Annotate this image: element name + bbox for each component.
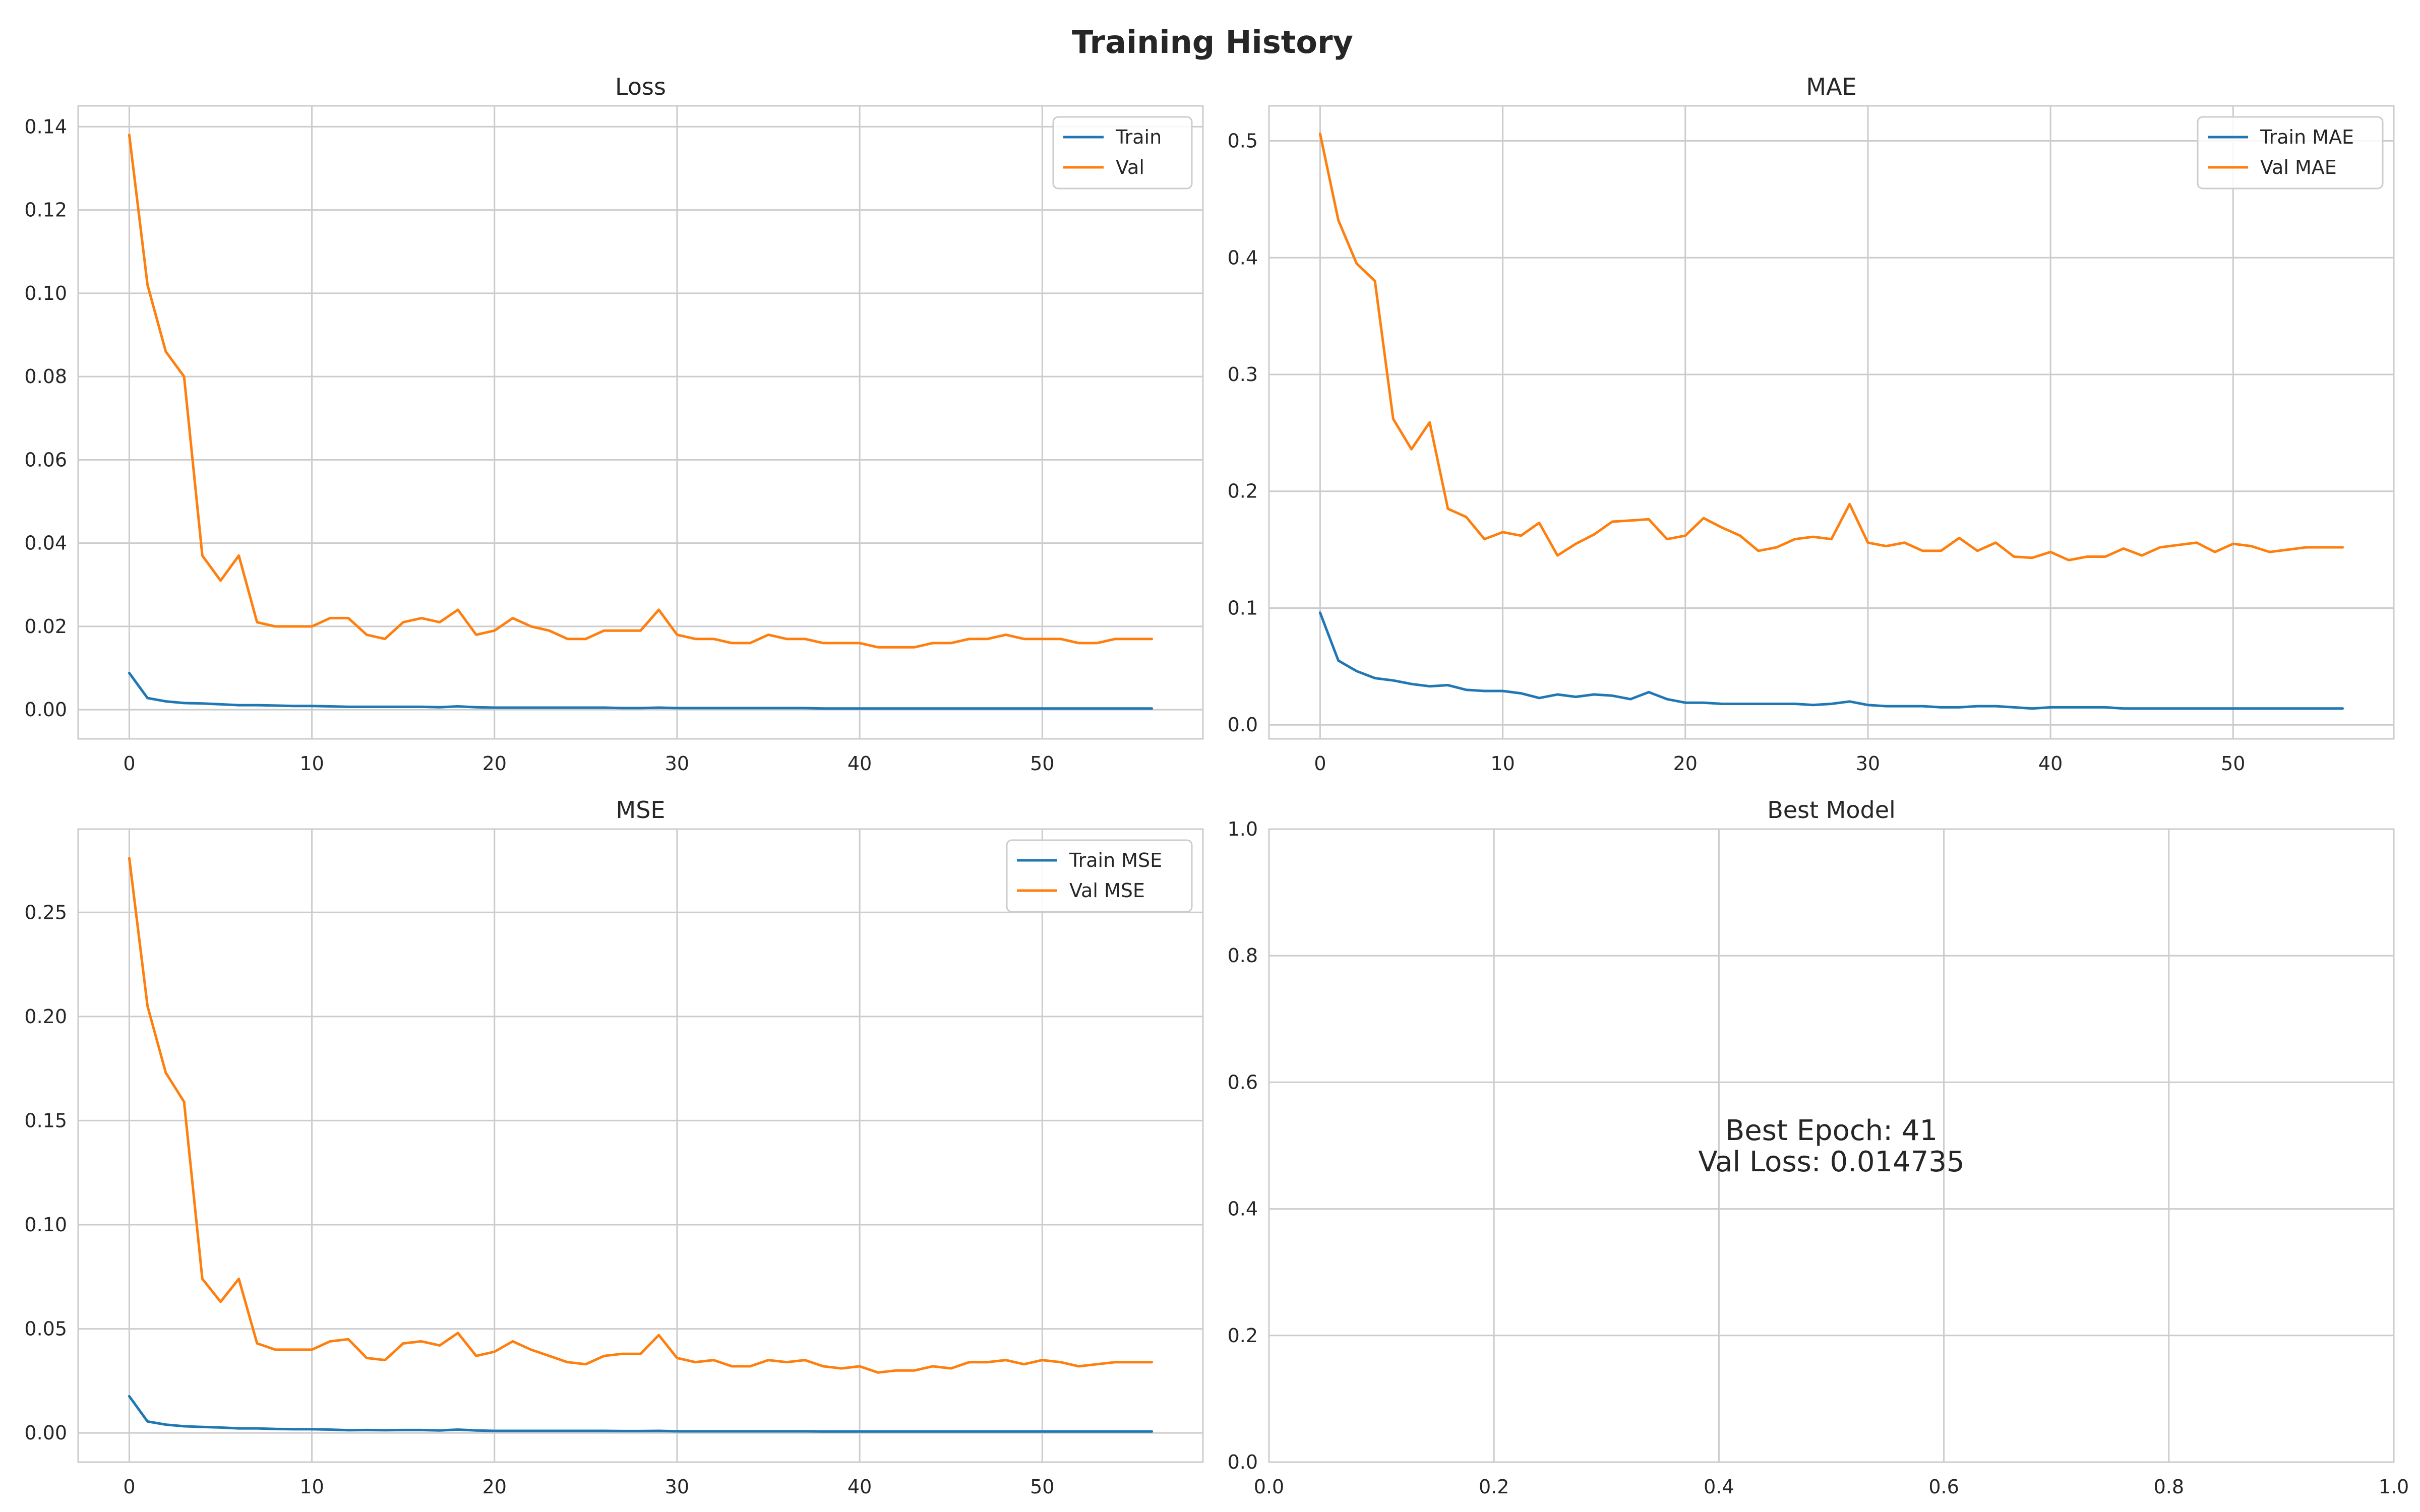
best-model-y-tick-label: 0.0: [1228, 1451, 1258, 1473]
mae-y-tick-label: 0.4: [1228, 246, 1258, 269]
loss-series-val-line: [128, 134, 1154, 649]
mae-x-tick-label: 30: [1856, 752, 1880, 775]
mse-x-tick-label: 10: [299, 1476, 324, 1498]
best-model-x-tick-label: 0.6: [1928, 1476, 1959, 1498]
mae-x-tick-label: 10: [1490, 752, 1515, 775]
loss-y-tick-label: 0.00: [24, 699, 67, 721]
mse-x-tick-label: 0: [123, 1476, 135, 1498]
best-model-axes-frame: [1268, 828, 2395, 1463]
mae-legend-label: Val MAE: [2260, 156, 2337, 178]
loss-y-tick-label: 0.10: [24, 282, 67, 304]
mse-legend: Train MSE Val MSE: [1006, 839, 1193, 913]
loss-y-tick-label: 0.04: [24, 532, 67, 554]
loss-y-tick-label: 0.02: [24, 615, 67, 638]
loss-x-tick-label: 20: [482, 752, 507, 775]
loss-y-tick-label: 0.06: [24, 449, 67, 471]
loss-legend-label: Train: [1115, 126, 1162, 148]
mse-y-tick-label: 0.20: [24, 1005, 67, 1028]
loss-axes-frame: [77, 105, 1204, 740]
mse-y-tick-label: 0.00: [24, 1422, 67, 1444]
mse-x-tick-label: 20: [482, 1476, 507, 1498]
mae-x-tick-label: 0: [1314, 752, 1326, 775]
best-model-x-tick-label: 0.8: [2154, 1476, 2184, 1498]
mae-x-tick-label: 20: [1673, 752, 1698, 775]
mae-plot-area: [1269, 106, 2394, 739]
mae-y-tick-label: 0.5: [1228, 130, 1258, 152]
best-model-y-tick-label: 0.8: [1228, 944, 1258, 967]
mae-legend-label: Train MAE: [2260, 126, 2354, 148]
loss-legend: Train Val: [1052, 116, 1193, 190]
mae-y-tick-label: 0.3: [1228, 363, 1258, 386]
loss-x-tick-label: 50: [1030, 752, 1054, 775]
loss-legend-frame: [1052, 116, 1193, 190]
mae-panel-title: MAE: [1806, 73, 1856, 100]
mae-y-tick-label: 0.1: [1228, 597, 1258, 619]
mae-y-tick-label: 0.2: [1228, 480, 1258, 502]
loss-x-tick-label: 40: [848, 752, 872, 775]
loss-y-tick-label: 0.12: [24, 199, 67, 221]
mse-y-tick-label: 0.05: [24, 1318, 67, 1340]
loss-y-tick-label: 0.14: [24, 115, 67, 138]
mae-y-tick-label: 0.0: [1228, 714, 1258, 736]
mae-series-train-line: [1318, 611, 2344, 710]
mae-legend: Train MAE Val MAE: [2197, 116, 2384, 190]
mse-panel: 0 10 20 30 40 50 0.00 0.05 0.10 0.15 0.20 0.25 Train…: [24, 796, 1204, 1498]
mse-y-tick-label: 0.15: [24, 1109, 67, 1131]
mae-axes-frame: [1268, 105, 2395, 740]
mse-x-tick-label: 50: [1030, 1476, 1054, 1498]
best-model-y-tick-label: 1.0: [1228, 818, 1258, 840]
best-model-x-tick-label: 0.4: [1704, 1476, 1734, 1498]
mse-panel-title: MSE: [616, 796, 666, 824]
mae-x-tick-label: 50: [2221, 752, 2245, 775]
best-model-annotation-line: Val Loss: 0.014735: [1698, 1146, 1964, 1178]
loss-x-tick-label: 0: [123, 752, 135, 775]
mse-plot-area: [78, 829, 1203, 1462]
loss-panel-title: Loss: [615, 73, 666, 100]
mse-axes-frame: [77, 828, 1204, 1463]
loss-x-tick-label: 10: [299, 752, 324, 775]
loss-y-tick-label: 0.08: [24, 365, 67, 388]
mse-y-tick-label: 0.10: [24, 1214, 67, 1236]
loss-plot-area: [78, 106, 1203, 739]
mse-x-tick-label: 40: [848, 1476, 872, 1498]
loss-panel: 0 10 20 30 40 50 0.00 0.02 0.04 0.06 0.08 0.10 0.12 0…: [24, 73, 1204, 775]
best-model-y-tick-label: 0.4: [1228, 1198, 1258, 1220]
best-model-y-tick-label: 0.2: [1228, 1325, 1258, 1347]
mse-y-tick-label: 0.25: [24, 901, 67, 923]
mse-x-tick-label: 30: [665, 1476, 689, 1498]
loss-legend-label: Val: [1116, 156, 1144, 178]
best-model-x-tick-label: 1.0: [2379, 1476, 2409, 1498]
figure-title: Training History: [1072, 24, 1353, 60]
mae-panel: 0 10 20 30 40 50 0.0 0.1 0.2 0.3 0.4 0.5 Train MAE Va…: [1228, 73, 2395, 775]
best-model-annotation-line: Best Epoch: 41: [1725, 1114, 1938, 1147]
loss-x-tick-label: 30: [665, 752, 689, 775]
best-model-plot-area: [1269, 829, 2394, 1462]
mse-series-val-line: [128, 857, 1154, 1374]
mse-legend-frame: [1006, 839, 1193, 913]
best-model-x-tick-label: 0.0: [1254, 1476, 1284, 1498]
mse-series-train-line: [128, 1395, 1154, 1433]
mse-legend-label: Train MSE: [1069, 849, 1162, 871]
best-model-panel-title: Best Model: [1767, 796, 1896, 824]
mae-series-val-line: [1318, 133, 2344, 561]
best-model-y-tick-label: 0.6: [1228, 1071, 1258, 1093]
best-model-panel: 0.0 0.2 0.4 0.6 0.8 1.0 0.0 0.2 0.4 0.6 0.8 1.0 Best…: [1228, 796, 2409, 1498]
mse-legend-label: Val MSE: [1069, 879, 1145, 902]
mae-x-tick-label: 40: [2038, 752, 2063, 775]
loss-series-train-line: [128, 671, 1154, 710]
best-model-x-tick-label: 0.2: [1479, 1476, 1509, 1498]
mae-legend-frame: [2197, 116, 2384, 190]
